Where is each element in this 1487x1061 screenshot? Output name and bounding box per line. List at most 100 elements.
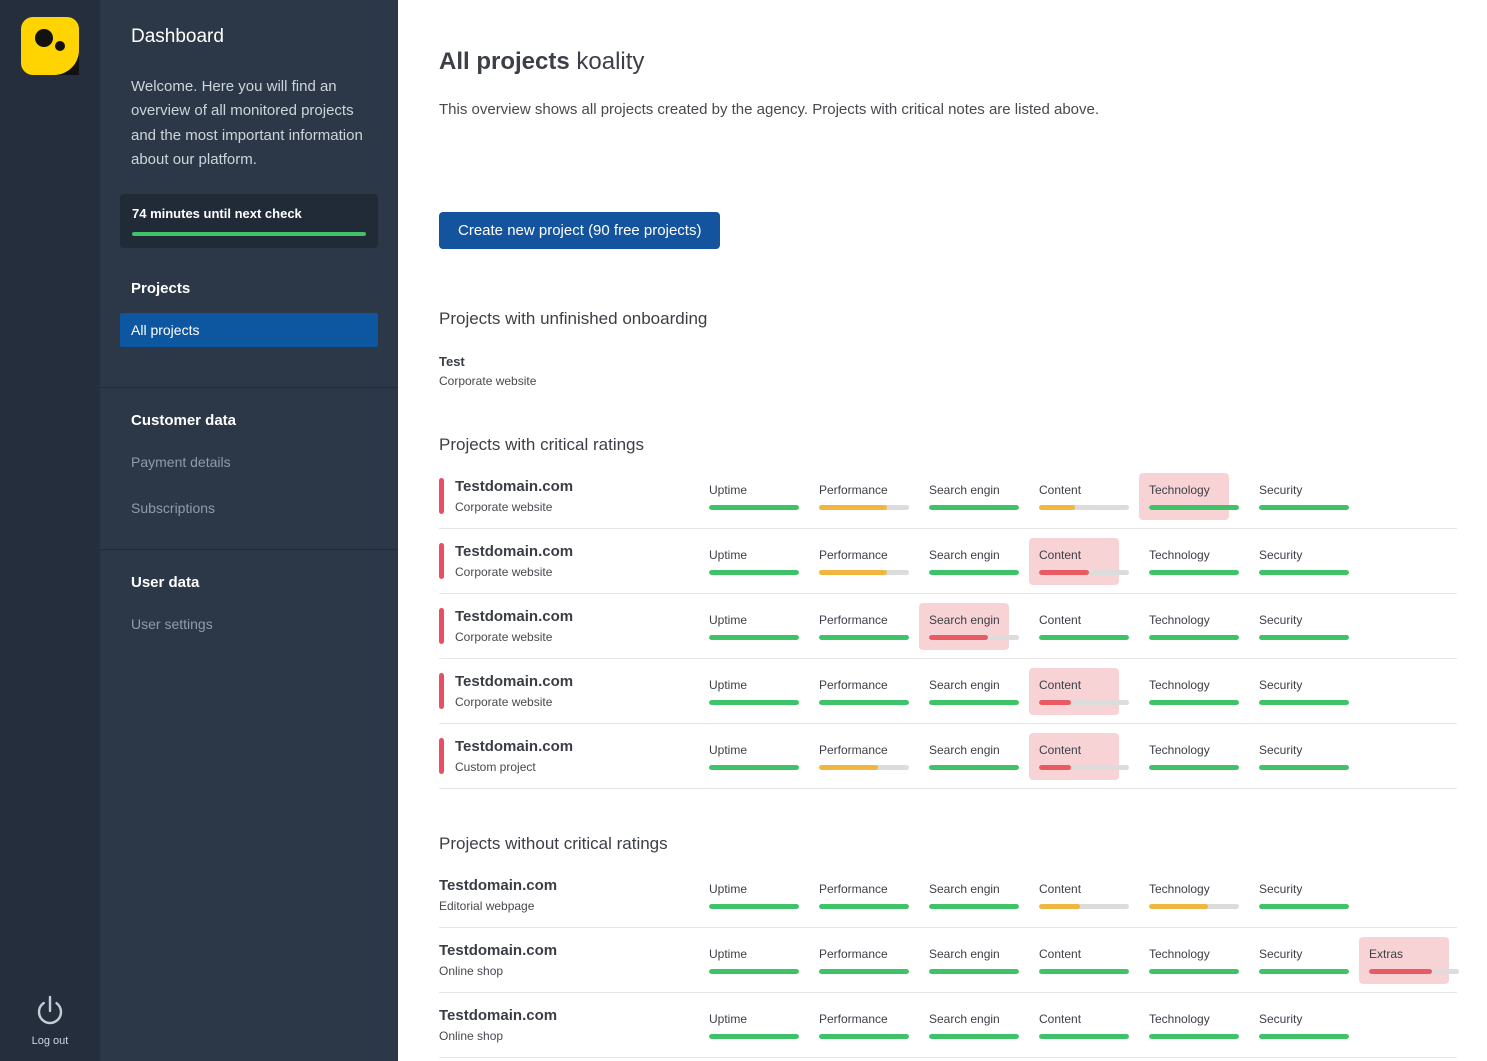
onboarding-project[interactable]: Test Corporate website xyxy=(439,354,1457,388)
metric-bar-fill xyxy=(1149,699,1239,705)
logout-button[interactable]: Log out xyxy=(31,992,69,1047)
project-type: Corporate website xyxy=(439,374,537,388)
logout-label: Log out xyxy=(31,1035,69,1047)
metric-box: Technology xyxy=(1139,1002,1239,1049)
metric-box: Search engine … xyxy=(919,668,1019,715)
metric-label: Uptime xyxy=(709,1011,748,1026)
sidebar-item-subscriptions[interactable]: Subscriptions xyxy=(131,500,216,517)
project-row[interactable]: Testdomain.com Custom project Uptime Perfor… xyxy=(439,724,1457,789)
metric-bar xyxy=(1259,764,1349,770)
metric-bar xyxy=(709,1033,799,1039)
metric-box: Performance xyxy=(809,603,909,650)
metric-content: Content xyxy=(1039,947,1149,974)
metric-technology: Technology xyxy=(1149,743,1259,770)
project-row[interactable]: Testdomain.com Corporate website Uptime Per… xyxy=(439,659,1457,724)
main-content: All projects koality This overview shows… xyxy=(398,0,1487,1061)
metric-content: Content xyxy=(1029,732,1149,780)
metric-box: Security xyxy=(1249,538,1349,585)
metric-bar-fill xyxy=(1039,764,1071,770)
metric-bar xyxy=(929,764,1019,770)
metric-box: Performance xyxy=(809,937,909,984)
metric-bar-fill xyxy=(929,764,1019,770)
metric-bar-fill xyxy=(1149,504,1239,510)
metric-label: Security xyxy=(1259,612,1303,627)
koality-logo[interactable] xyxy=(21,17,79,75)
project-type: Editorial webpage xyxy=(439,899,535,913)
metric-label: Uptime xyxy=(709,946,748,961)
section-without-critical-ratings: Projects without critical ratings Testdo… xyxy=(439,834,1459,1058)
metric-bar xyxy=(709,504,799,510)
metric-bar xyxy=(709,968,799,974)
critical-flag xyxy=(439,543,444,579)
project-row[interactable]: Testdomain.com Corporate website Uptime Per… xyxy=(439,464,1457,529)
project-row[interactable]: Testdomain.com Corporate website Uptime Per… xyxy=(439,594,1457,659)
metric-search-engine: Search engine … xyxy=(929,548,1039,575)
metric-performance: Performance xyxy=(819,743,929,770)
metric-box: Content xyxy=(1029,1002,1129,1049)
sidebar-section-user-data: User data User settings xyxy=(100,549,398,665)
metric-box: Performance xyxy=(809,872,909,919)
project-title-block: Testdomain.com Corporate website xyxy=(455,608,573,644)
metric-search-engine: Search engine … xyxy=(929,1012,1039,1039)
sidebar-item-payment-details[interactable]: Payment details xyxy=(131,454,231,471)
metric-box: Search engine … xyxy=(919,733,1019,780)
metric-uptime: Uptime xyxy=(709,548,819,575)
metric-bar-fill xyxy=(709,634,799,640)
metric-technology: Technology xyxy=(1149,882,1259,909)
metric-bar xyxy=(819,764,909,770)
sidebar-section-projects: Projects All projects xyxy=(120,280,378,348)
metric-box: Content xyxy=(1029,603,1129,650)
project-name-cell: Testdomain.com Corporate website xyxy=(439,543,709,579)
metric-bar-fill xyxy=(709,764,799,770)
metric-label: Search engine … xyxy=(929,742,999,757)
critical-heading: Projects with critical ratings xyxy=(439,435,645,454)
metric-technology: Technology xyxy=(1149,548,1259,575)
ok-project-list: Testdomain.com Editorial webpage Uptime Per… xyxy=(439,863,1459,1058)
metric-box: Technology xyxy=(1139,472,1239,520)
metric-box: Uptime xyxy=(699,668,799,715)
sidebar-item-all-projects[interactable]: All projects xyxy=(120,313,378,348)
project-title-block: Testdomain.com Corporate website xyxy=(455,673,573,709)
metric-label: Uptime xyxy=(709,547,748,562)
project-row[interactable]: Testdomain.com Online shop Uptime Performan… xyxy=(439,993,1457,1058)
metric-label: Security xyxy=(1259,1011,1303,1026)
metric-bar xyxy=(1039,903,1129,909)
metric-box: Technology xyxy=(1139,733,1239,780)
metric-box: Security xyxy=(1249,1002,1349,1049)
create-project-button[interactable]: Create new project (90 free projects) xyxy=(439,212,721,249)
metric-bar xyxy=(1039,699,1129,705)
page-title-bold: All projects xyxy=(439,48,570,75)
metric-bar-fill xyxy=(929,569,1019,575)
metric-bar xyxy=(1149,1033,1239,1039)
metric-performance: Performance xyxy=(819,882,929,909)
sidebar-nav-projects: Projects All projects xyxy=(120,280,378,348)
metric-bar-fill xyxy=(709,968,799,974)
project-title-block: Testdomain.com Online shop xyxy=(439,942,557,978)
logo-rail: Log out xyxy=(0,0,100,1061)
metric-bar-fill xyxy=(709,569,799,575)
metric-bar-fill xyxy=(1149,968,1239,974)
project-row[interactable]: Testdomain.com Online shop Uptime Performan… xyxy=(439,928,1459,993)
metric-bar xyxy=(929,968,1019,974)
metric-bar xyxy=(929,504,1019,510)
metric-box: Content xyxy=(1029,667,1129,715)
project-row[interactable]: Testdomain.com Editorial webpage Uptime Per… xyxy=(439,863,1457,928)
project-row[interactable]: Testdomain.com Corporate website Uptime Per… xyxy=(439,529,1457,594)
metric-bar-fill xyxy=(1039,634,1129,640)
metric-bar xyxy=(1259,569,1349,575)
metric-search-engine: Search engine … xyxy=(929,743,1039,770)
metric-bar-fill xyxy=(709,699,799,705)
project-type: Corporate website xyxy=(455,695,553,709)
metric-security: Security xyxy=(1259,678,1369,705)
metric-bar xyxy=(929,699,1019,705)
project-metrics: Uptime Performance Search engine … Content T… xyxy=(709,472,1457,520)
project-type: Corporate website xyxy=(455,500,553,514)
critical-project-list: Testdomain.com Corporate website Uptime Per… xyxy=(439,464,1457,789)
metric-search-engine: Search engine … xyxy=(929,947,1039,974)
sidebar-section-heading: User data xyxy=(131,574,200,592)
metric-box: Search engine … xyxy=(919,473,1019,520)
sidebar-item-user-settings[interactable]: User settings xyxy=(131,616,213,633)
metric-content: Content xyxy=(1029,667,1149,715)
metric-label: Security xyxy=(1259,881,1303,896)
metric-box: Content xyxy=(1029,473,1129,520)
